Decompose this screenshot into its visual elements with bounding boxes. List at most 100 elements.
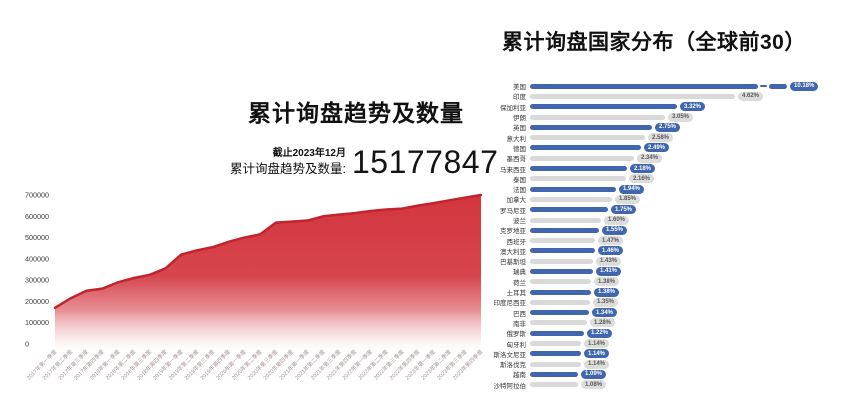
bar-row: 斯洛文尼亚 1.14% bbox=[488, 349, 850, 359]
y-tick-label: 300000 bbox=[25, 276, 49, 285]
country-label: 土耳其 bbox=[506, 290, 527, 298]
trend-line bbox=[53, 193, 483, 310]
country-label: 泰国 bbox=[513, 176, 526, 184]
total-value: 15177847 bbox=[351, 144, 499, 181]
bar-row: 加拿大 1.85% bbox=[488, 194, 850, 204]
country-label: 保加利亚 bbox=[500, 104, 526, 112]
bar bbox=[530, 351, 581, 357]
country-chart-title: 累计询盘国家分布（全球前30） bbox=[502, 31, 806, 54]
value-badge: 3.32% bbox=[680, 102, 706, 112]
y-axis: 0 100000 200000 300000 400000 500000 600000 700… bbox=[25, 191, 49, 349]
value-badge: 1.38% bbox=[594, 277, 620, 287]
bar bbox=[530, 155, 634, 161]
bar-row: 澳大利亚 1.46% bbox=[488, 246, 850, 256]
bar bbox=[530, 382, 578, 388]
country-label: 印度尼西亚 bbox=[493, 300, 527, 308]
bar-row: 印度 4.62% bbox=[488, 91, 850, 101]
value-badge: 4.62% bbox=[738, 91, 764, 101]
country-label: 斯洛文尼亚 bbox=[493, 351, 527, 359]
bar bbox=[530, 196, 612, 202]
value-badge: 2.75% bbox=[655, 122, 681, 132]
country-label: 巴基斯坦 bbox=[500, 259, 526, 267]
y-tick-label: 100000 bbox=[25, 318, 49, 327]
country-label: 匈牙利 bbox=[506, 341, 527, 349]
value-badge: 1.14% bbox=[584, 349, 610, 359]
bar bbox=[530, 279, 591, 285]
bar-row: 克罗地亚 1.55% bbox=[488, 225, 850, 235]
bar-row: 巴基斯坦 1.43% bbox=[488, 256, 850, 266]
value-badge: 2.18% bbox=[630, 164, 656, 174]
bar-row: 荷兰 1.38% bbox=[488, 277, 850, 287]
country-label: 印度 bbox=[513, 94, 526, 102]
bar-row: 泰国 2.16% bbox=[488, 174, 850, 184]
value-badge: 10.18% bbox=[790, 81, 819, 91]
value-badge: 1.35% bbox=[593, 297, 619, 307]
bar bbox=[530, 371, 578, 377]
country-label: 斯洛伐克 bbox=[500, 362, 526, 370]
country-label: 英国 bbox=[513, 125, 526, 133]
bar bbox=[530, 320, 587, 326]
country-label: 荷兰 bbox=[513, 279, 526, 287]
y-tick-label: 500000 bbox=[25, 233, 49, 242]
value-badge: 1.94% bbox=[619, 184, 645, 194]
value-badge: 1.09% bbox=[581, 369, 607, 379]
bar bbox=[530, 166, 627, 172]
bar bbox=[530, 114, 665, 120]
country-label: 罗马尼亚 bbox=[500, 207, 526, 215]
value-badge: 1.38% bbox=[594, 287, 620, 297]
bar-row: 伊朗 3.05% bbox=[488, 112, 850, 122]
y-tick-label: 700000 bbox=[25, 191, 49, 200]
value-badge: 2.34% bbox=[637, 153, 663, 163]
bar bbox=[530, 83, 758, 89]
bar-row: 西班牙 1.47% bbox=[488, 235, 850, 246]
bar-row: 沙特阿拉伯 1.08% bbox=[488, 380, 850, 390]
bar bbox=[530, 341, 581, 347]
bar bbox=[530, 310, 589, 316]
bar bbox=[530, 207, 608, 213]
country-label: 沙特阿拉伯 bbox=[493, 382, 527, 390]
bar-row: 土耳其 1.38% bbox=[488, 287, 850, 297]
bar-row: 法国 1.94% bbox=[488, 184, 850, 194]
bar bbox=[530, 238, 595, 244]
bar-row: 马来西亚 2.18% bbox=[488, 163, 850, 174]
total-label: 累计询盘趋势及数量: bbox=[230, 162, 346, 176]
bar-row: 俄罗斯 1.22% bbox=[488, 328, 850, 338]
bar-row: 英国 2.75% bbox=[488, 122, 850, 132]
axis-break-icon bbox=[760, 85, 767, 88]
bar-row: 斯洛伐克 1.14% bbox=[488, 359, 850, 369]
value-badge: 2.16% bbox=[629, 174, 655, 184]
bar-row: 瑞典 1.41% bbox=[488, 266, 850, 276]
y-tick-label: 200000 bbox=[25, 297, 49, 306]
value-badge: 1.28% bbox=[590, 318, 616, 328]
bar bbox=[530, 361, 581, 367]
value-badge: 1.41% bbox=[596, 266, 622, 276]
country-label: 克罗地亚 bbox=[500, 228, 526, 236]
bar-row: 墨西哥 2.34% bbox=[488, 153, 850, 163]
country-label: 德国 bbox=[513, 145, 526, 153]
bar-row: 德国 2.49% bbox=[488, 143, 850, 153]
bar bbox=[530, 145, 641, 151]
value-badge: 1.75% bbox=[611, 205, 637, 215]
value-badge: 1.46% bbox=[598, 246, 624, 256]
bar-row: 越南 1.09% bbox=[488, 369, 850, 379]
y-tick-label: 0 bbox=[25, 340, 29, 349]
country-label: 南非 bbox=[513, 320, 526, 328]
value-badge: 2.49% bbox=[644, 143, 670, 153]
total-stat-labels: 截止2023年12月 累计询盘趋势及数量: bbox=[230, 149, 346, 176]
country-label: 俄罗斯 bbox=[506, 331, 527, 339]
bar bbox=[530, 124, 652, 130]
bar bbox=[530, 135, 645, 141]
bar-row: 罗马尼亚 1.75% bbox=[488, 205, 850, 215]
value-badge: 1.85% bbox=[615, 194, 641, 204]
value-badge: 1.14% bbox=[584, 359, 610, 369]
country-label: 伊朗 bbox=[513, 115, 526, 123]
value-badge: 1.34% bbox=[592, 308, 618, 318]
bar-row: 美国 10.18% bbox=[488, 81, 850, 91]
value-badge: 1.47% bbox=[598, 236, 624, 246]
trend-chart-title: 累计询盘趋势及数量 bbox=[248, 100, 464, 126]
area-fill bbox=[55, 195, 481, 356]
bar-row: 匈牙利 1.14% bbox=[488, 338, 850, 349]
y-tick-label: 600000 bbox=[25, 212, 49, 221]
country-label: 越南 bbox=[513, 372, 526, 380]
